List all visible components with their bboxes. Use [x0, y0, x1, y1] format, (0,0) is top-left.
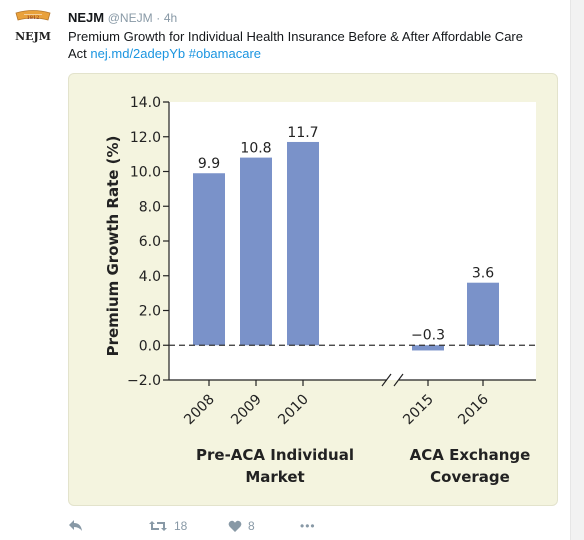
bar-2010: [287, 141, 319, 346]
like-count: 8: [248, 519, 255, 533]
heart-icon: [228, 520, 242, 532]
x-axis: 2008 2009 2010 2015 2016: [169, 373, 536, 429]
y-tick-label: 14.0: [130, 95, 161, 111]
tweet-actions: 18 8 •••: [68, 517, 368, 535]
bar-2016: [467, 282, 499, 346]
x-tick-label-2010: 2010: [275, 392, 312, 429]
y-tick-label: −2.0: [127, 373, 161, 389]
y-tick-label: 12.0: [130, 130, 161, 146]
value-label-2009: 10.8: [240, 141, 271, 157]
group-label-aca-exchange-line2: Coverage: [430, 468, 510, 486]
tweet-image-card[interactable]: 14.0 12.0 10.0 8.0 6.0 4.0 2.0 0.0 −2.0 9.9 10.8 1…: [68, 73, 558, 506]
value-label-2008: 9.9: [198, 156, 220, 172]
y-tick-label: 0.0: [139, 338, 161, 354]
value-label-2015: −0.3: [411, 327, 445, 343]
more-icon: •••: [300, 519, 316, 533]
retweet-button[interactable]: 18: [148, 517, 187, 535]
bar-2015: [412, 345, 444, 351]
tweet-timestamp[interactable]: 4h: [163, 11, 178, 25]
y-tick-label: 8.0: [139, 199, 161, 215]
x-tick-label-2009: 2009: [228, 392, 265, 429]
value-labels: 9.9 10.8 11.7 −0.3 3.6: [198, 125, 494, 343]
y-tick-label: 6.0: [139, 234, 161, 250]
y-tick-label: 2.0: [139, 304, 161, 320]
axis-break-mark: [393, 373, 404, 387]
retweet-icon: [149, 521, 167, 531]
author-name[interactable]: NEJM: [68, 10, 105, 25]
more-button[interactable]: •••: [300, 517, 316, 535]
tweet-link[interactable]: nej.md/2adepYb: [90, 46, 186, 61]
tweet-text-line1: Premium Growth for Individual Health Ins…: [68, 29, 523, 44]
avatar[interactable]: 1812 NEJM: [10, 10, 56, 56]
x-tick-label-2008: 2008: [181, 392, 218, 429]
tweet-header: NEJM @NEJM · 4h: [68, 9, 177, 27]
tweet-text-prefix: Act: [68, 46, 87, 61]
axis-break-mark: [381, 373, 392, 387]
hashtag-link[interactable]: #obamacare: [188, 46, 262, 61]
svg-text:NEJM: NEJM: [15, 30, 51, 43]
like-button[interactable]: 8: [228, 517, 255, 535]
y-axis: 14.0 12.0 10.0 8.0 6.0 4.0 2.0 0.0 −2.0: [127, 95, 170, 389]
bar-2008: [193, 173, 225, 346]
premium-growth-chart: 14.0 12.0 10.0 8.0 6.0 4.0 2.0 0.0 −2.0 9.9 10.8 1…: [104, 95, 536, 486]
group-label-pre-aca-line2: Market: [245, 468, 304, 486]
bar-2009: [240, 157, 272, 346]
nejm-logo-icon: 1812 NEJM: [15, 10, 51, 43]
y-tick-label: 10.0: [130, 165, 161, 181]
group-label-aca-exchange-line1: ACA Exchange: [410, 446, 531, 464]
x-tick-label-2016: 2016: [455, 391, 492, 428]
y-tick-label: 4.0: [139, 269, 161, 285]
svg-text:1812: 1812: [27, 15, 40, 21]
value-label-2010: 11.7: [287, 125, 318, 141]
tweet-text: Premium Growth for Individual Health Ins…: [68, 28, 558, 62]
reply-icon: [69, 520, 82, 531]
x-tick-label-2015: 2015: [400, 392, 437, 429]
value-label-2016: 3.6: [472, 266, 494, 282]
separator-dot: ·: [156, 11, 161, 25]
retweet-count: 18: [174, 519, 188, 533]
author-handle[interactable]: @NEJM: [107, 11, 153, 25]
reply-button[interactable]: [68, 517, 84, 535]
y-axis-label: Premium Growth Rate (%): [104, 136, 122, 357]
group-label-pre-aca-line1: Pre-ACA Individual: [196, 446, 354, 464]
scrollbar[interactable]: [570, 0, 584, 540]
bars-group: [169, 141, 536, 351]
